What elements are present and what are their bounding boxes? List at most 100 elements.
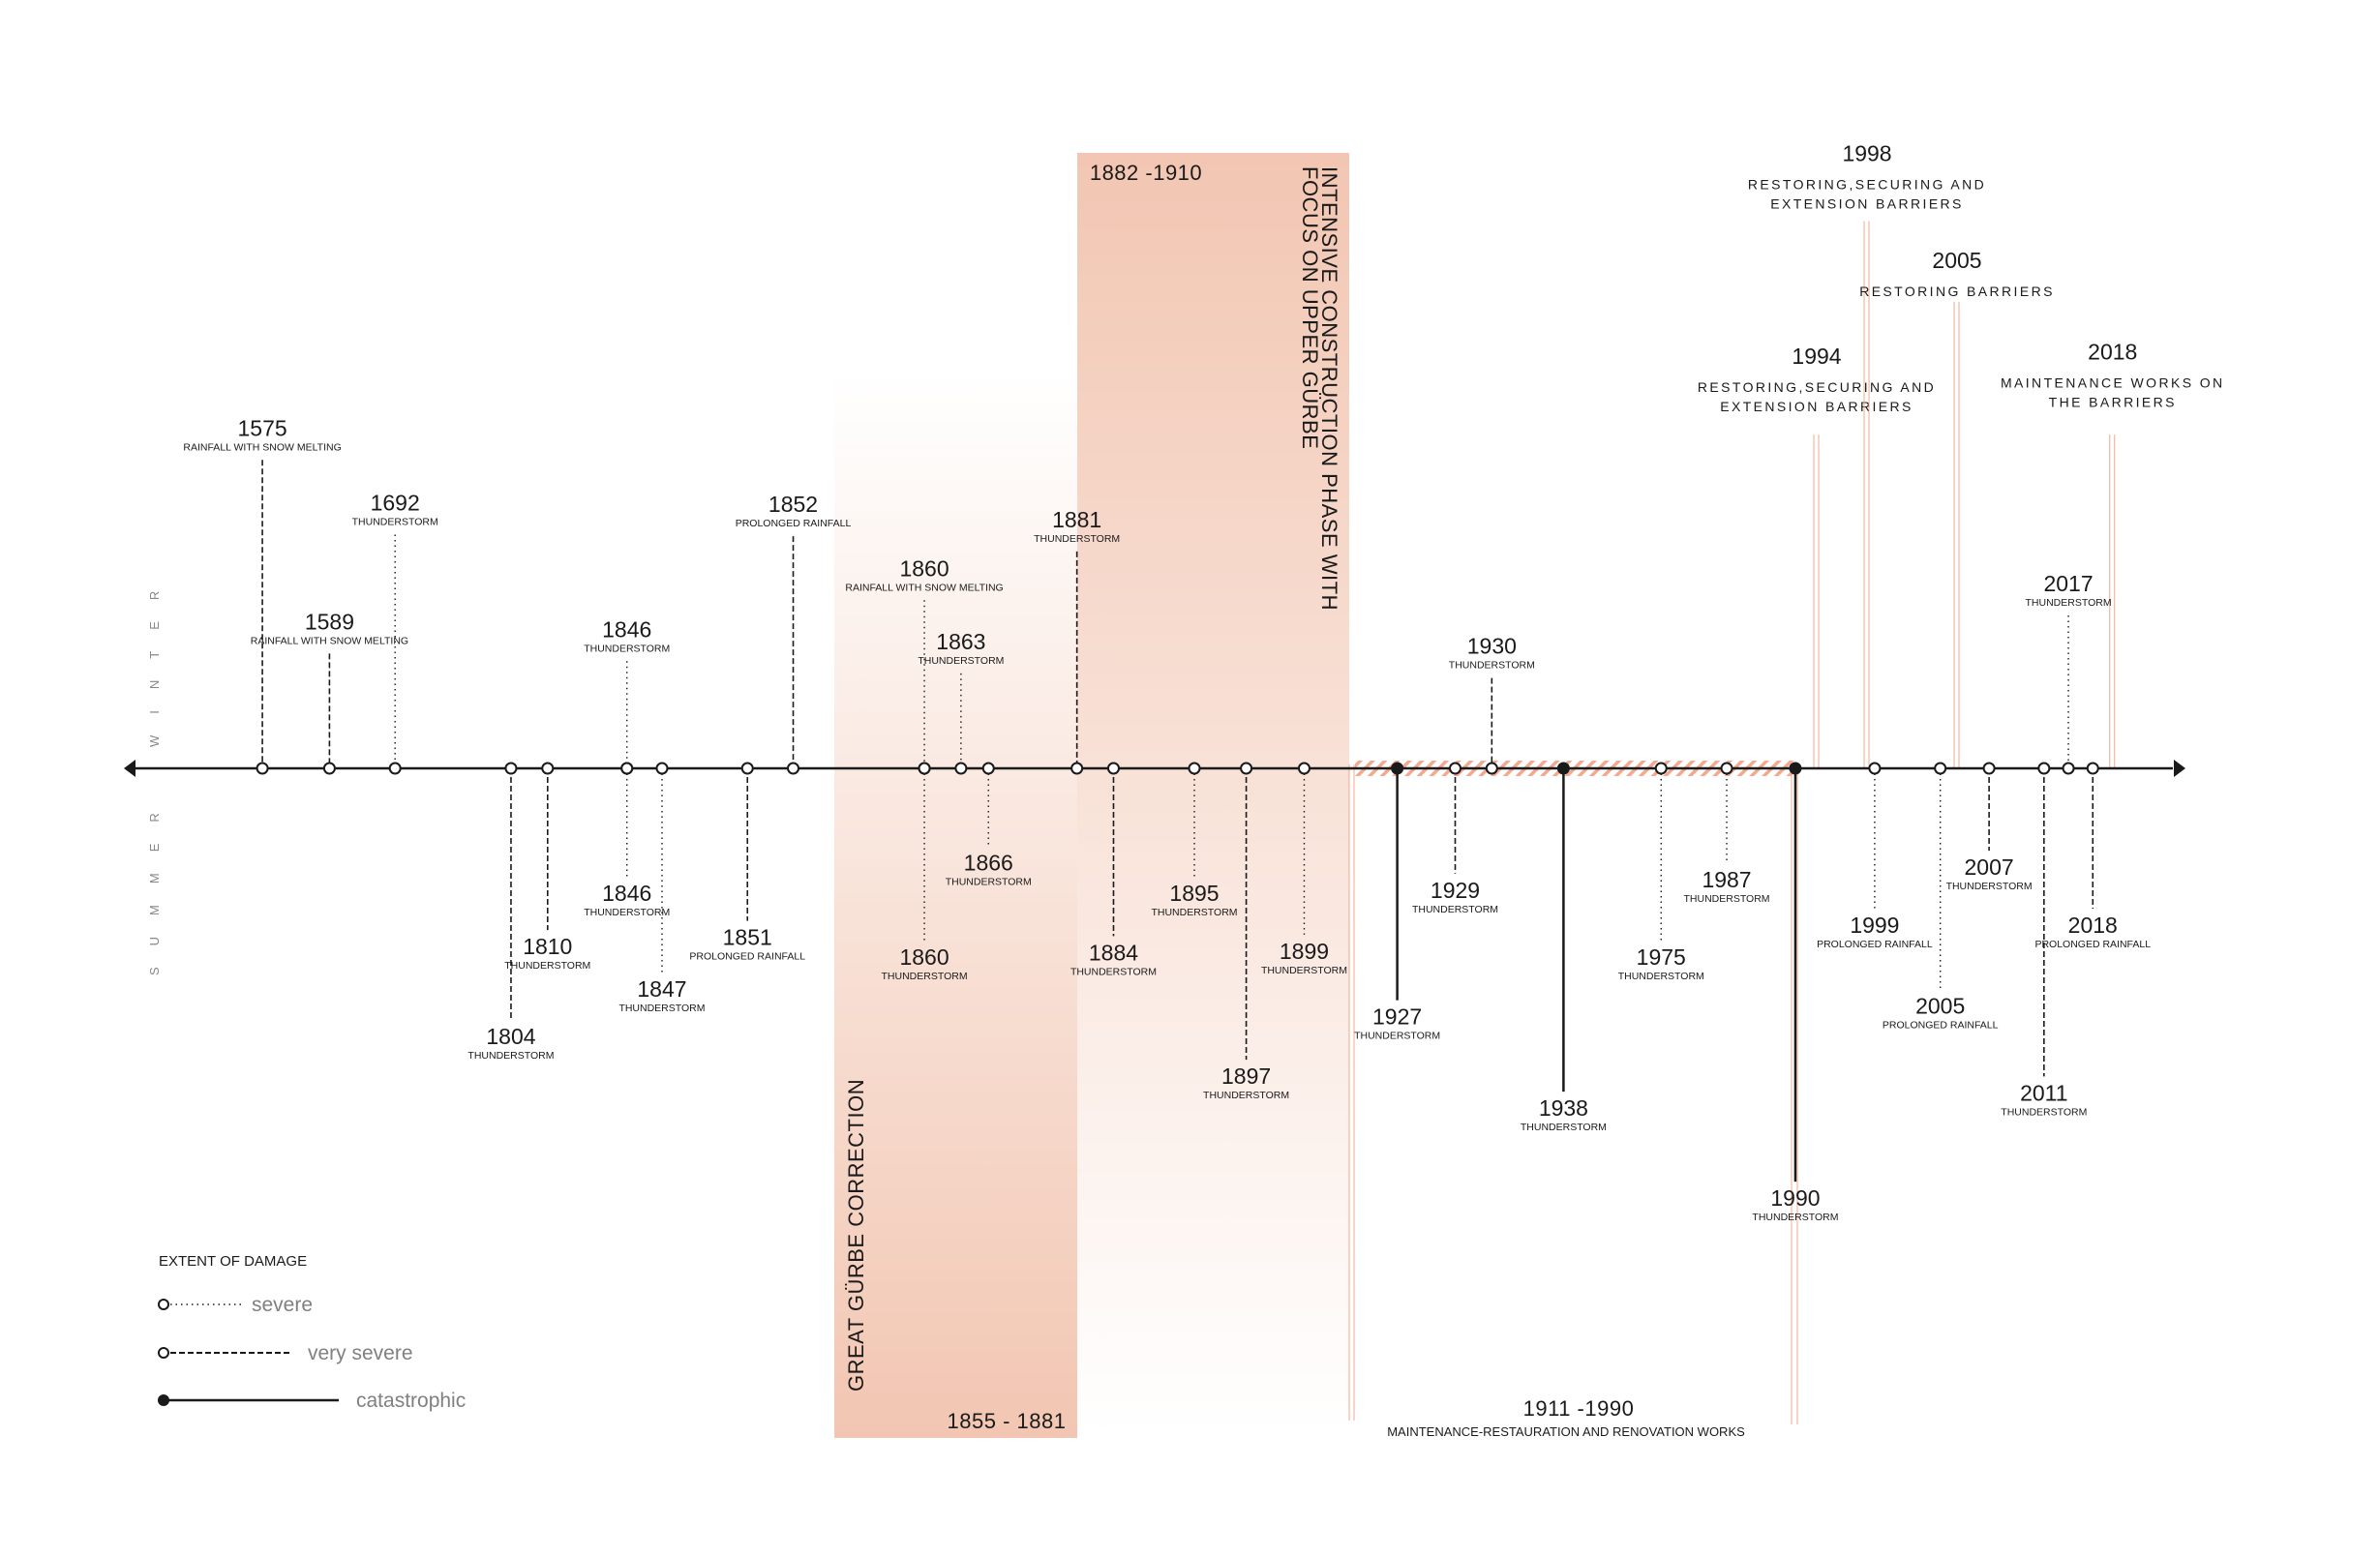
event-cause: THUNDERSTORM xyxy=(1449,660,1535,672)
barrier-work-description: EXTENSION BARRIERS xyxy=(1720,399,1913,414)
event-marker-filled xyxy=(1556,762,1570,775)
legend-item-very-severe: very severe xyxy=(158,1342,413,1364)
event-cause: THUNDERSTORM xyxy=(1521,1122,1607,1133)
event-marker-open xyxy=(541,762,555,775)
intensive-period-band xyxy=(1077,153,1349,1435)
event-marker-filled xyxy=(1391,762,1404,775)
event-year: 1863 xyxy=(936,629,985,654)
barrier-work-year: 1994 xyxy=(1792,344,1841,369)
event-marker-open xyxy=(388,762,402,775)
correction-period-title: GREAT GÜRBE CORRECTION xyxy=(844,1079,868,1392)
event-marker-open xyxy=(620,762,634,775)
event-year: 1895 xyxy=(1169,881,1219,906)
legend-label-catastrophic: catastrophic xyxy=(356,1390,466,1412)
event-cause: RAINFALL WITH SNOW MELTING xyxy=(251,635,408,646)
event-marker-open xyxy=(1106,762,1120,775)
event-cause: THUNDERSTORM xyxy=(2026,597,2112,609)
event-cause: THUNDERSTORM xyxy=(1946,881,2033,892)
event-marker-open xyxy=(1720,762,1733,775)
barrier-work-year: 1998 xyxy=(1842,141,1891,166)
maintenance-boundary-start xyxy=(1348,764,1355,1421)
event-cause: THUNDERSTORM xyxy=(1684,893,1770,905)
event-marker-open xyxy=(1982,762,1996,775)
event-year: 1575 xyxy=(237,415,286,440)
event-year: 1866 xyxy=(964,850,1013,875)
event-year: 1927 xyxy=(1372,1004,1422,1030)
event-year: 1692 xyxy=(371,491,420,516)
event-cause: THUNDERSTORM xyxy=(352,517,438,528)
event-cause: PROLONGED RAINFALL xyxy=(2034,939,2151,950)
winter-label: WINTER xyxy=(147,570,162,747)
event-year: 1860 xyxy=(899,944,949,970)
event-cause: THUNDERSTORM xyxy=(618,1003,705,1014)
barrier-work-year: 2018 xyxy=(2088,339,2137,364)
legend-item-catastrophic: catastrophic xyxy=(158,1390,466,1412)
barrier-work-description: THE BARRIERS xyxy=(2049,394,2177,409)
event-marker-open xyxy=(1868,762,1882,775)
legend-label-very-severe: very severe xyxy=(308,1342,413,1364)
event-cause: THUNDERSTORM xyxy=(1203,1090,1289,1101)
event-marker-open xyxy=(1297,762,1311,775)
summer-label: SUMMER xyxy=(147,792,162,975)
event-cause: PROLONGED RAINFALL xyxy=(689,951,805,963)
correction-period-band xyxy=(834,374,1077,1438)
barrier-work: 1994 RESTORING,SECURING AND EXTENSION BARR… xyxy=(1698,344,1934,768)
maintenance-boundary-end xyxy=(1791,764,1798,1424)
event-marker-open xyxy=(322,762,336,775)
event-year: 2011 xyxy=(2020,1080,2067,1105)
event-cause: THUNDERSTORM xyxy=(1354,1031,1440,1042)
legend-item-severe: severe xyxy=(158,1294,313,1316)
event-marker-open xyxy=(2062,762,2075,775)
event-cause: PROLONGED RAINFALL xyxy=(1883,1020,1999,1032)
event-year: 1810 xyxy=(523,934,572,959)
intensive-period-title-line-2: FOCUS ON UPPER GÜRBE xyxy=(1298,166,1322,449)
axis-right-arrow-icon xyxy=(2174,760,2185,777)
event-year: 1899 xyxy=(1280,939,1329,964)
event-year: 1975 xyxy=(1637,944,1686,970)
event-year: 1929 xyxy=(1431,878,1480,903)
event-marker-open xyxy=(918,762,931,775)
legend-title: EXTENT OF DAMAGE xyxy=(159,1253,307,1270)
event-marker-open xyxy=(954,762,968,775)
correction-period-range: 1855 - 1881 xyxy=(948,1409,1067,1433)
event-marker-open xyxy=(981,762,995,775)
event-year: 1846 xyxy=(602,616,651,642)
event-year: 1851 xyxy=(723,925,772,950)
event-marker-open xyxy=(2086,762,2099,775)
event-cause: THUNDERSTORM xyxy=(1261,965,1347,976)
event-year: 1999 xyxy=(1850,913,1899,938)
event-cause: THUNDERSTORM xyxy=(1070,966,1157,977)
event-marker-open xyxy=(1934,762,1947,775)
event-cause: RAINFALL WITH SNOW MELTING xyxy=(183,441,341,453)
event-cause: THUNDERSTORM xyxy=(584,907,670,918)
event-cause: THUNDERSTORM xyxy=(1618,971,1704,982)
event-cause: THUNDERSTORM xyxy=(882,971,968,982)
axis-left-arrow-icon xyxy=(124,760,136,777)
event-marker-open xyxy=(256,762,269,775)
event-cause: THUNDERSTORM xyxy=(1034,533,1120,545)
barrier-work: 1998 RESTORING,SECURING AND EXTENSION BARR… xyxy=(1748,141,1984,768)
